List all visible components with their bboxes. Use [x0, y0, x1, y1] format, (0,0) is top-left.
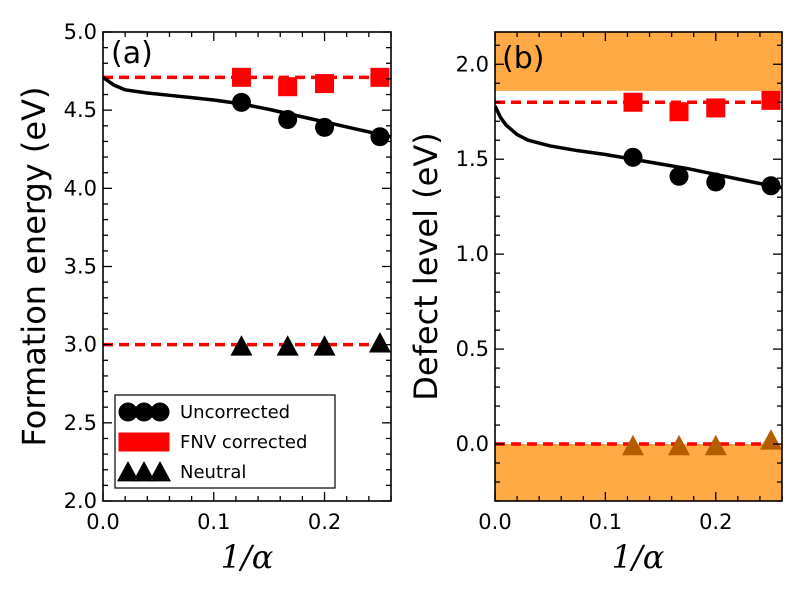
panel-a-formation-energy: 0.0 0.1 0.2 2.0 2.5 3.0 3.5 4.0 4.5 5.0 1/α Formati… — [15, 20, 392, 576]
y-axis-title: Formation energy (eV) — [15, 87, 53, 447]
legend-circle-1 — [134, 402, 154, 422]
x-tick-label: 0.2 — [308, 510, 341, 534]
x-axis-title: 1/α — [221, 538, 274, 576]
band-0 — [495, 32, 782, 91]
plot-area — [103, 67, 391, 356]
legend-square-1 — [134, 432, 154, 452]
x-tick-label: 0.1 — [589, 510, 622, 534]
legend-triangle-0 — [117, 461, 139, 482]
y-tick-label: 1.0 — [456, 242, 489, 266]
legend-square-2 — [150, 432, 170, 452]
legend-item-fnv-corrected: FNV corrected — [118, 432, 307, 453]
point-circle-1 — [669, 166, 689, 186]
point-square-3 — [761, 90, 781, 110]
y-axis-title: Defect level (eV) — [407, 132, 445, 400]
y-tick-label: 3.5 — [64, 255, 97, 279]
y-tick-label: 1.5 — [456, 147, 489, 171]
legend-triangle-2 — [149, 461, 171, 482]
legend: Uncorrected FNV corrected Neutral — [114, 394, 336, 489]
y-tick-label: 3.0 — [64, 333, 97, 357]
y-tick-label: 0.5 — [456, 337, 489, 361]
point-square-0 — [623, 92, 643, 112]
point-circle-3 — [761, 176, 781, 196]
x-tick-label: 0.0 — [86, 510, 119, 534]
point-square-0 — [231, 67, 251, 87]
legend-circle-2 — [150, 402, 170, 422]
point-square-2 — [706, 98, 726, 118]
legend-circle-0 — [118, 402, 138, 422]
y-tick-label: 0.0 — [456, 432, 489, 456]
legend-triangle-1 — [133, 461, 155, 482]
x-tick-label: 0.2 — [699, 510, 732, 534]
fit-curve — [495, 105, 782, 190]
point-triangle-2 — [313, 335, 336, 356]
y-tick-label: 2.0 — [64, 489, 97, 513]
panel-label: (a) — [111, 36, 153, 71]
point-circle-3 — [370, 127, 390, 147]
plot-area — [495, 32, 782, 501]
panel-b-defect-level: 0.0 0.1 0.2 0.0 0.5 1.0 1.5 2.0 1/α Defect level … — [407, 31, 783, 576]
legend-square-0 — [118, 432, 138, 452]
point-circle-2 — [315, 117, 335, 137]
axes-frame — [494, 31, 783, 502]
point-circle-2 — [706, 172, 726, 192]
legend-label-neutral: Neutral — [180, 462, 246, 483]
y-tick-label: 4.5 — [64, 98, 97, 122]
panel-label: (b) — [502, 41, 544, 76]
point-triangle-3 — [368, 332, 391, 353]
point-square-1 — [669, 102, 689, 122]
point-square-3 — [370, 67, 390, 87]
y-tick-label: 4.0 — [64, 176, 97, 200]
point-triangle-2 — [704, 434, 727, 456]
legend-label-uncorrected: Uncorrected — [180, 402, 290, 423]
legend-marker-circle — [118, 402, 170, 422]
point-circle-1 — [278, 110, 298, 130]
legend-marker-triangle — [117, 461, 171, 482]
y-tick-label: 2.0 — [456, 52, 489, 76]
legend-item-uncorrected: Uncorrected — [118, 402, 290, 423]
fit-curve — [103, 75, 391, 139]
point-square-2 — [315, 74, 335, 94]
legend-item-neutral: Neutral — [117, 461, 246, 483]
y-tick-label: 5.0 — [64, 20, 97, 44]
point-circle-0 — [231, 92, 251, 112]
x-tick-label: 0.0 — [478, 510, 511, 534]
point-triangle-1 — [276, 335, 299, 356]
point-triangle-1 — [668, 434, 691, 456]
point-triangle-0 — [621, 434, 644, 456]
legend-label-fnv-corrected: FNV corrected — [180, 432, 307, 453]
point-triangle-0 — [230, 335, 253, 356]
point-triangle-3 — [759, 429, 782, 450]
x-tick-label: 0.1 — [197, 510, 230, 534]
point-square-1 — [278, 77, 298, 97]
y-tick-label: 2.5 — [64, 411, 97, 435]
legend-marker-square — [118, 432, 170, 452]
point-circle-0 — [623, 147, 643, 167]
x-axis-title: 1/α — [612, 538, 665, 576]
